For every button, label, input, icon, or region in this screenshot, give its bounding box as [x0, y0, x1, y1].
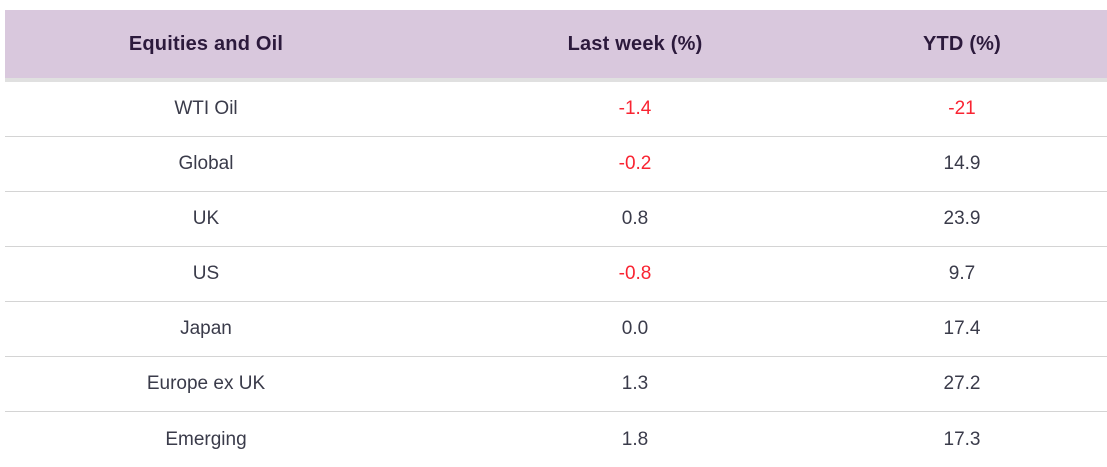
column-header-last-week: Last week (%): [567, 32, 703, 55]
table-row: Emerging 1.8 17.3: [5, 412, 1107, 467]
ytd-value: 27.2: [943, 373, 981, 394]
ytd-value: 23.9: [943, 208, 981, 229]
table-header-row: Equities and Oil Last week (%) YTD (%): [5, 10, 1107, 78]
last-week-value: -0.2: [618, 153, 652, 174]
equities-and-oil-table: Equities and Oil Last week (%) YTD (%) W…: [5, 10, 1107, 467]
last-week-value: -1.4: [618, 98, 652, 119]
header-shadow-strip: [5, 78, 1107, 82]
table-row: WTI Oil -1.4 -21: [5, 82, 1107, 137]
table-row: Europe ex UK 1.3 27.2: [5, 357, 1107, 412]
row-label: UK: [192, 208, 220, 229]
ytd-value: 9.7: [948, 263, 976, 284]
row-label: US: [192, 263, 220, 284]
last-week-value: 1.8: [621, 428, 649, 450]
ytd-value: 17.3: [943, 428, 981, 450]
last-week-value: 0.8: [621, 208, 649, 229]
row-label: Global: [178, 153, 234, 174]
table-row: UK 0.8 23.9: [5, 192, 1107, 247]
row-label: Japan: [180, 318, 232, 339]
table-row: US -0.8 9.7: [5, 247, 1107, 302]
ytd-value: 14.9: [943, 153, 981, 174]
last-week-value: 1.3: [621, 373, 649, 394]
table-row: Global -0.2 14.9: [5, 137, 1107, 192]
column-header-ytd: YTD (%): [922, 32, 1002, 55]
last-week-value: -0.8: [618, 263, 652, 284]
row-label: Europe ex UK: [146, 373, 266, 394]
table-row: Japan 0.0 17.4: [5, 302, 1107, 357]
row-label: WTI Oil: [174, 98, 238, 119]
ytd-value: 17.4: [943, 318, 981, 339]
row-label: Emerging: [165, 428, 247, 450]
last-week-value: 0.0: [621, 318, 649, 339]
ytd-value: -21: [948, 98, 976, 119]
column-header-equities-and-oil: Equities and Oil: [128, 32, 284, 55]
